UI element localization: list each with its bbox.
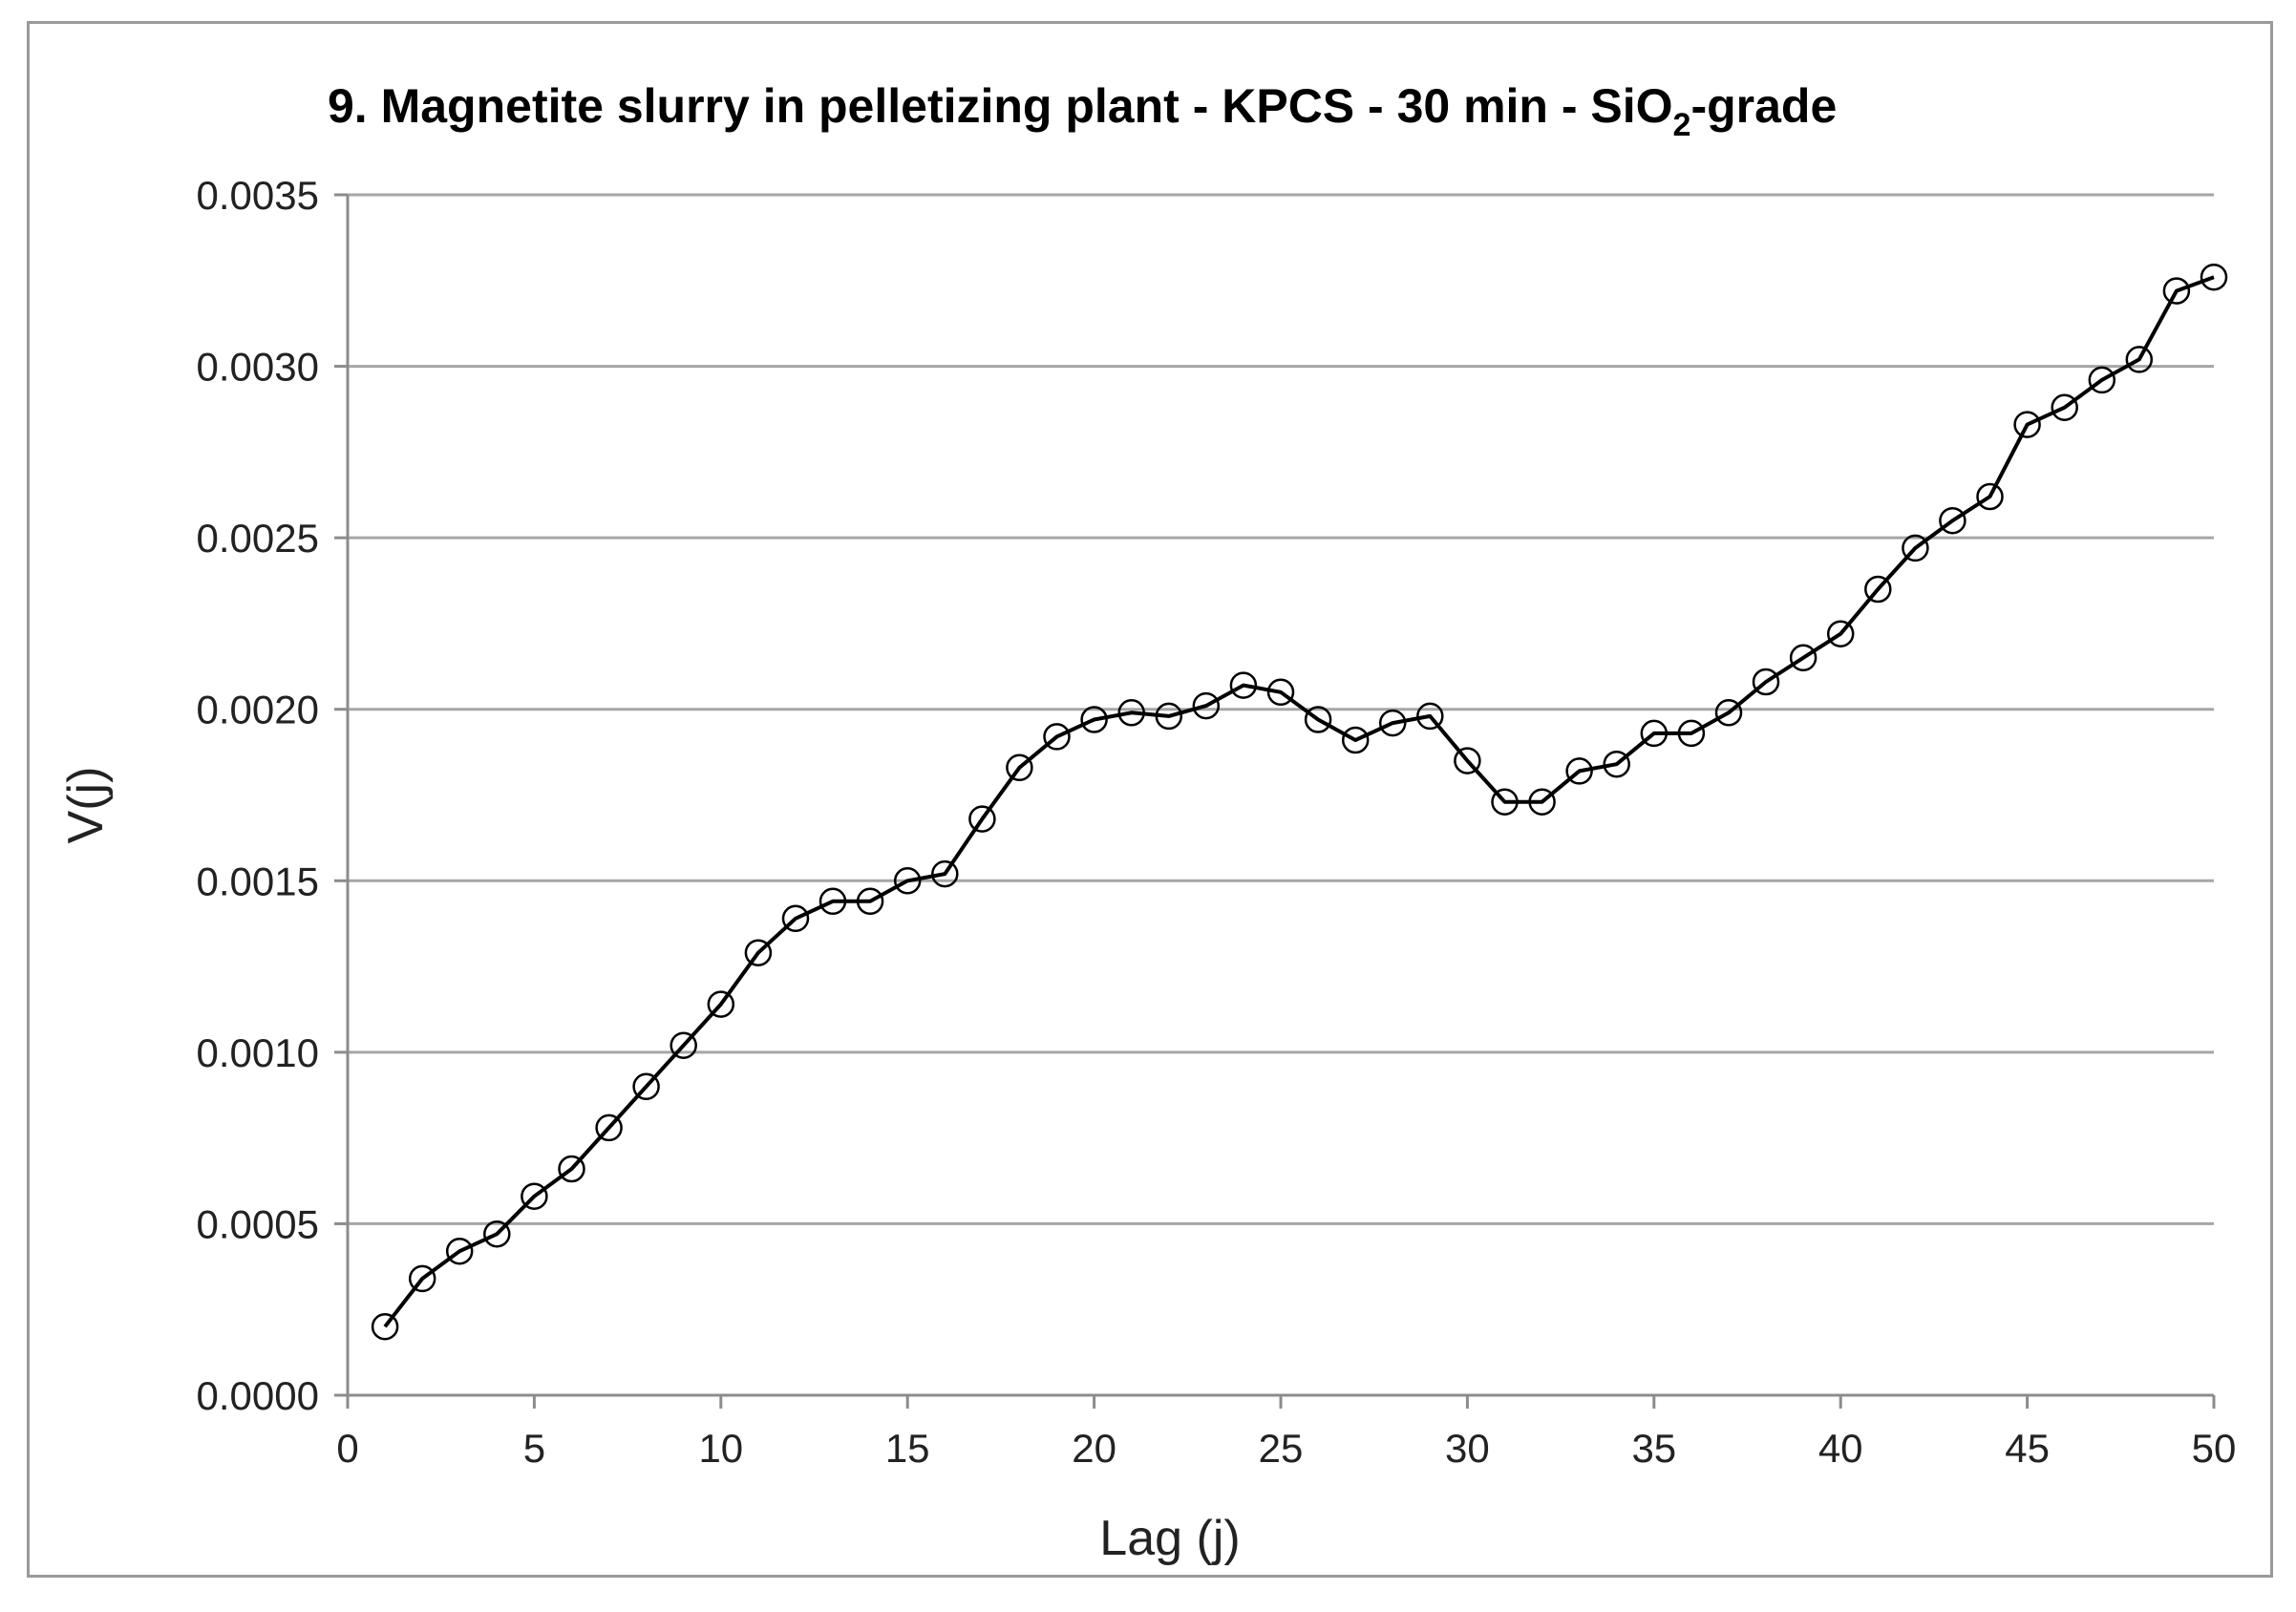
- data-markers: [371, 263, 2228, 1341]
- data-point: [2200, 263, 2228, 291]
- axes: [346, 195, 2216, 1409]
- y-axis-label: V(j): [58, 767, 114, 844]
- data-point: [408, 1264, 436, 1293]
- x-tick-labels: 0 5 10 15 20 25 30 35 40 45 50: [336, 1426, 2236, 1471]
- data-point: [968, 805, 996, 833]
- data-point: [1565, 757, 1593, 785]
- y-tick-label: 0.0005: [197, 1201, 319, 1246]
- x-tick-label: 40: [1818, 1426, 1863, 1471]
- data-point: [445, 1237, 474, 1265]
- data-point: [893, 867, 922, 895]
- data-point: [818, 887, 847, 916]
- data-point: [931, 859, 959, 888]
- data-point: [632, 1072, 660, 1101]
- data-point: [2013, 411, 2041, 438]
- x-tick-label: 5: [523, 1426, 545, 1471]
- data-point: [1416, 702, 1444, 731]
- x-tick-label: 45: [2005, 1426, 2050, 1471]
- y-tick-label: 0.0010: [197, 1030, 319, 1075]
- y-tick-labels: 0.0000 0.0005 0.0010 0.0015 0.0020 0.0025 0.00…: [197, 173, 319, 1418]
- y-tick-label: 0.0035: [197, 173, 319, 218]
- gridlines: [334, 193, 2214, 1397]
- data-point: [1789, 644, 1818, 672]
- data-point: [1304, 706, 1332, 733]
- data-point: [1192, 691, 1221, 720]
- data-point: [670, 1031, 697, 1059]
- series-line: [383, 275, 2215, 1328]
- data-point: [744, 939, 773, 966]
- data-point: [595, 1114, 623, 1142]
- data-point: [558, 1155, 585, 1183]
- data-point: [1229, 671, 1258, 699]
- data-point: [2051, 393, 2078, 421]
- data-point: [2125, 346, 2154, 373]
- y-tick-label: 0.0025: [197, 516, 319, 561]
- x-tick-label: 10: [698, 1426, 743, 1471]
- x-tick-label: 25: [1259, 1426, 1304, 1471]
- data-point: [1006, 753, 1033, 782]
- y-tick-label: 0.0020: [197, 688, 319, 732]
- data-point: [1266, 678, 1295, 707]
- data-point: [1378, 709, 1407, 737]
- data-point: [1752, 668, 1780, 696]
- data-point: [1603, 750, 1630, 778]
- data-point: [1939, 506, 1966, 535]
- data-point: [1454, 747, 1481, 774]
- data-point: [1976, 482, 2004, 511]
- data-point: [1080, 706, 1108, 733]
- data-point: [483, 1220, 511, 1248]
- data-point: [1714, 699, 1743, 727]
- chart-title: 9. Magnetite slurry in pelletizing plant…: [328, 79, 1837, 143]
- x-tick-label: 50: [2192, 1426, 2237, 1471]
- data-point: [1341, 726, 1370, 754]
- y-tick-label: 0.0015: [197, 859, 319, 903]
- data-point: [1902, 534, 1929, 562]
- data-point: [856, 887, 884, 916]
- data-point: [1826, 620, 1855, 647]
- data-point: [1043, 723, 1071, 751]
- y-tick-label: 0.0030: [197, 345, 319, 390]
- data-point: [1528, 788, 1556, 816]
- data-point: [2088, 366, 2116, 394]
- data-point: [1491, 788, 1519, 816]
- data-point: [521, 1182, 548, 1210]
- data-point: [1155, 702, 1183, 731]
- data-point: [781, 904, 810, 933]
- data-point: [1677, 719, 1706, 748]
- x-tick-label: 0: [336, 1426, 358, 1471]
- data-point: [1117, 699, 1145, 727]
- data-point: [1864, 575, 1892, 604]
- data-point: [2162, 277, 2191, 305]
- chart-frame: [27, 21, 2273, 1578]
- data-point: [371, 1312, 399, 1341]
- data-point: [707, 990, 735, 1018]
- x-axis-label: Lag (j): [1099, 1511, 1240, 1566]
- x-tick-label: 35: [1631, 1426, 1676, 1471]
- y-tick-label: 0.0000: [197, 1373, 319, 1418]
- x-tick-label: 30: [1445, 1426, 1490, 1471]
- x-tick-label: 20: [1072, 1426, 1116, 1471]
- x-tick-label: 15: [885, 1426, 930, 1471]
- data-point: [1640, 719, 1669, 748]
